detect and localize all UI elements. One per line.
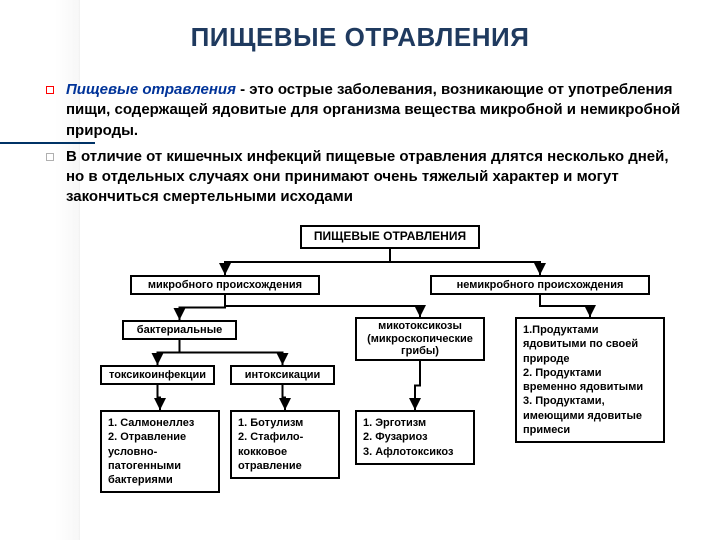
edge <box>415 361 420 410</box>
leaf-item: 3. Афлотоксикоз <box>363 445 467 459</box>
edge <box>158 385 161 410</box>
leaf-item: 1. Салмонеллез <box>108 416 212 430</box>
leaf-l1: 1. Салмонеллез2. Отравление условно-пато… <box>100 410 220 493</box>
node-intox: интоксикации <box>230 365 335 385</box>
node-nonmic: немикробного происхождения <box>430 275 650 295</box>
leaf-item: 1. Эрготизм <box>363 416 467 430</box>
leaf-item: 1. Ботулизм <box>238 416 332 430</box>
bullet-text: В отличие от кишечных инфекций пищевые о… <box>66 147 686 208</box>
edge <box>180 295 226 320</box>
leaf-item: 1.Продуктами ядовитыми по своей природе <box>523 323 657 366</box>
edge <box>180 340 283 365</box>
page-title: ПИЩЕВЫЕ ОТРАВЛЕНИЯ <box>0 22 720 53</box>
bullet-marker-icon <box>46 153 54 161</box>
edge <box>225 249 390 275</box>
leaf-l4: 1.Продуктами ядовитыми по своей природе2… <box>515 317 665 443</box>
leaf-item: 3. Продуктами, имеющими ядовитые примеси <box>523 394 657 437</box>
definition-text: В отличие от кишечных инфекций пищевые о… <box>66 148 669 206</box>
leaf-item: 2. Стафило-кокковое отравление <box>238 430 332 473</box>
bullet-marker-icon <box>46 86 54 94</box>
node-root: ПИЩЕВЫЕ ОТРАВЛЕНИЯ <box>300 225 480 249</box>
leaf-l2: 1. Ботулизм2. Стафило-кокковое отравлени… <box>230 410 340 479</box>
bullet-item: В отличие от кишечных инфекций пищевые о… <box>46 147 686 208</box>
leaf-l3: 1. Эрготизм2. Фузариоз3. Афлотоксикоз <box>355 410 475 465</box>
edge <box>390 249 540 275</box>
node-myco: микотоксикозы (микроскопические грибы) <box>355 317 485 361</box>
bullet-item: Пищевые отравления - это острые заболева… <box>46 80 686 141</box>
node-mic: микробного происхождения <box>130 275 320 295</box>
term: Пищевые отравления <box>66 81 236 98</box>
diagram: ПИЩЕВЫЕ ОТРАВЛЕНИЯ микробного происхожден… <box>100 225 680 525</box>
leaf-item: 2. Отравление условно-патогенными бактер… <box>108 430 212 487</box>
leaf-item: 2. Продуктами временно ядовитыми <box>523 366 657 395</box>
edge <box>540 295 590 317</box>
bullet-text: Пищевые отравления - это острые заболева… <box>66 80 686 141</box>
leaf-item: 2. Фузариоз <box>363 430 467 444</box>
edge <box>158 340 180 365</box>
node-bact: бактериальные <box>122 320 237 340</box>
node-toxi: токсикоинфекции <box>100 365 215 385</box>
edge <box>225 295 420 317</box>
bullet-list: Пищевые отравления - это острые заболева… <box>46 80 686 214</box>
edge <box>283 385 286 410</box>
